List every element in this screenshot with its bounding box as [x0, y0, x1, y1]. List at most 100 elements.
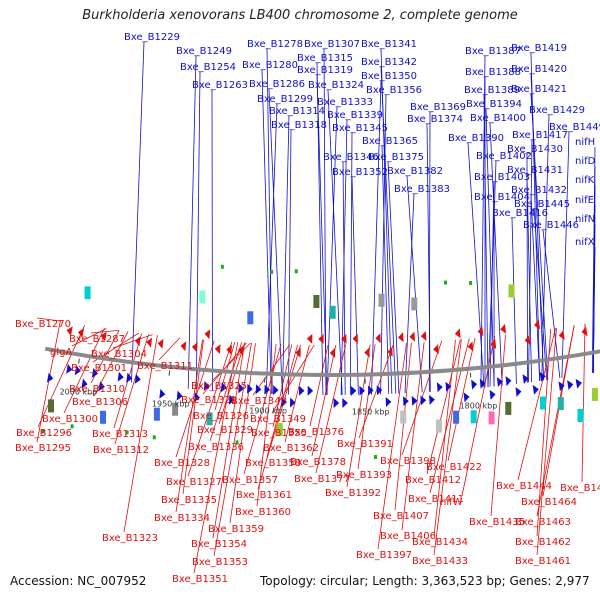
connector-line-reverse [346, 344, 371, 488]
feature-block [153, 407, 160, 421]
reverse-gene-arrow [295, 347, 301, 358]
connector-line-reverse [209, 342, 243, 442]
reverse-gene-arrow [329, 348, 336, 358]
gene-label-forward: Bxe_B1420 [511, 64, 567, 75]
forward-gene-arrow [247, 383, 253, 394]
forward-gene-arrow [81, 378, 88, 389]
gene-label-forward: Bxe_B1229 [124, 32, 180, 43]
gene-label-reverse: Bxe_B1411 [408, 494, 464, 505]
forward-gene-arrow [359, 385, 365, 396]
forward-gene-arrow [471, 379, 478, 390]
connector-line-forward [467, 142, 485, 388]
feature-block [505, 401, 512, 415]
forward-gene-arrow [228, 394, 235, 405]
feature-block [488, 411, 495, 425]
connector-line-forward [131, 41, 145, 383]
connector-line-reverse [63, 328, 105, 414]
gene-label-forward: Bxe_B1429 [529, 105, 585, 116]
forward-gene-arrow [176, 390, 183, 401]
feature-block [313, 295, 320, 308]
gene-label-forward: Bxe_B1356 [366, 85, 422, 96]
gene-label-forward: nifN [575, 214, 595, 225]
gene-label-reverse: Bxe_B1313 [92, 429, 148, 440]
gene-label-reverse: Bxe_B1362 [263, 443, 319, 454]
gene-label-reverse: Bxe_B1462 [515, 537, 571, 548]
feature-block [84, 286, 91, 300]
forward-gene-arrow [539, 371, 546, 382]
map-title: Burkholderia xenovorans LB400 chromosome… [82, 8, 518, 23]
forward-gene-arrow [479, 378, 486, 389]
gene-label-forward: Bxe_B1350 [361, 71, 417, 82]
connector-line-forward [261, 69, 272, 394]
reverse-gene-arrow [237, 345, 244, 356]
gene-label-reverse: Bxe_B1306 [72, 397, 128, 408]
gene-label-reverse: Bxe_B1270 [15, 319, 71, 330]
feature-block [577, 409, 584, 422]
gene-label-forward: Bxe_B1400 [470, 113, 526, 124]
feature-block [470, 410, 477, 424]
gene-label-forward: Bxe_B1369 [410, 102, 466, 113]
connector-line-forward [483, 94, 489, 388]
connector-line-reverse [433, 339, 462, 556]
reverse-gene-arrow [409, 331, 415, 342]
label-connector-lines [36, 41, 596, 574]
misc-feature-mark [294, 269, 298, 274]
reverse-gene-arrow [398, 332, 404, 343]
gene-label-reverse: Bxe_B1464 [521, 497, 577, 508]
connector-line-reverse [284, 344, 310, 443]
gene-label-forward: nifD [575, 156, 596, 167]
gene-label-reverse: Bxe_B1412 [405, 475, 461, 486]
reverse-gene-arrow [500, 323, 507, 334]
gene-label-reverse: nifW [440, 497, 463, 508]
gene-label-reverse: Bxe_B1340 [231, 396, 287, 407]
gene-label-forward: Bxe_B1307 [304, 39, 360, 50]
connector-line-reverse [243, 344, 282, 475]
gene-label-forward: Bxe_B1383 [394, 184, 450, 195]
gene-label-forward: Bxe_B1417 [512, 130, 568, 141]
connector-line-reverse [311, 344, 337, 457]
connector-line-reverse [158, 337, 181, 361]
connector-line-forward [404, 193, 415, 394]
connector-line-reverse [536, 328, 557, 556]
connector-line-forward [326, 106, 338, 396]
gene-label-reverse: Bxe_B1359 [208, 524, 264, 535]
connector-line-reverse [256, 343, 277, 507]
connector-line-forward [526, 174, 532, 383]
connector-line-reverse [114, 334, 149, 445]
gene-label-forward: Bxe_B1314 [269, 106, 325, 117]
gene-label-reverse: Bxe_B1360 [235, 507, 291, 518]
gene-label-reverse: Bxe_B1376 [288, 427, 344, 438]
feature-block [199, 290, 206, 304]
reverse-gene-arrow [306, 333, 313, 344]
connector-line-reverse [429, 338, 470, 494]
gene-label-reverse: Bxe_B1351 [172, 574, 228, 585]
feature-block [453, 410, 460, 424]
misc-feature-mark [152, 435, 156, 440]
misc-feature-mark [125, 430, 129, 435]
connector-line-forward [195, 71, 201, 390]
gene-label-forward: Bxe_B1333 [317, 97, 373, 108]
kbp-ruler: 2000 kbp 1950 kbp 1900 kbp 1850 kbp 1800 kbp [60, 358, 497, 417]
reverse-gene-arrow [146, 337, 153, 348]
gene-label-forward: Bxe_B1324 [308, 80, 364, 91]
misc-feature-mark [444, 280, 447, 285]
feature-tracks [41, 264, 598, 459]
gene-label-reverse: glgA [50, 347, 72, 358]
gene-label-reverse: Bxe_B1433 [412, 556, 468, 567]
connector-line-reverse [112, 334, 153, 349]
reverse-gene-arrow [375, 333, 381, 344]
connector-line-reverse [357, 344, 376, 470]
forward-gene-arrow [126, 372, 133, 383]
gene-label-forward: Bxe_B1445 [514, 199, 570, 210]
feature-block [557, 397, 564, 411]
forward-gene-arrow [255, 384, 262, 395]
gene-label-reverse: Bxe_B1355 [251, 428, 307, 439]
forward-gene-arrow [463, 392, 470, 403]
reverse-gene-arrow [214, 344, 221, 354]
gene-label-forward: Bxe_B1382 [387, 166, 443, 177]
forward-gene-arrow [117, 371, 124, 382]
forward-gene-arrow [350, 385, 357, 396]
connector-line-forward [371, 80, 382, 395]
forward-gene-arrow [290, 397, 296, 408]
